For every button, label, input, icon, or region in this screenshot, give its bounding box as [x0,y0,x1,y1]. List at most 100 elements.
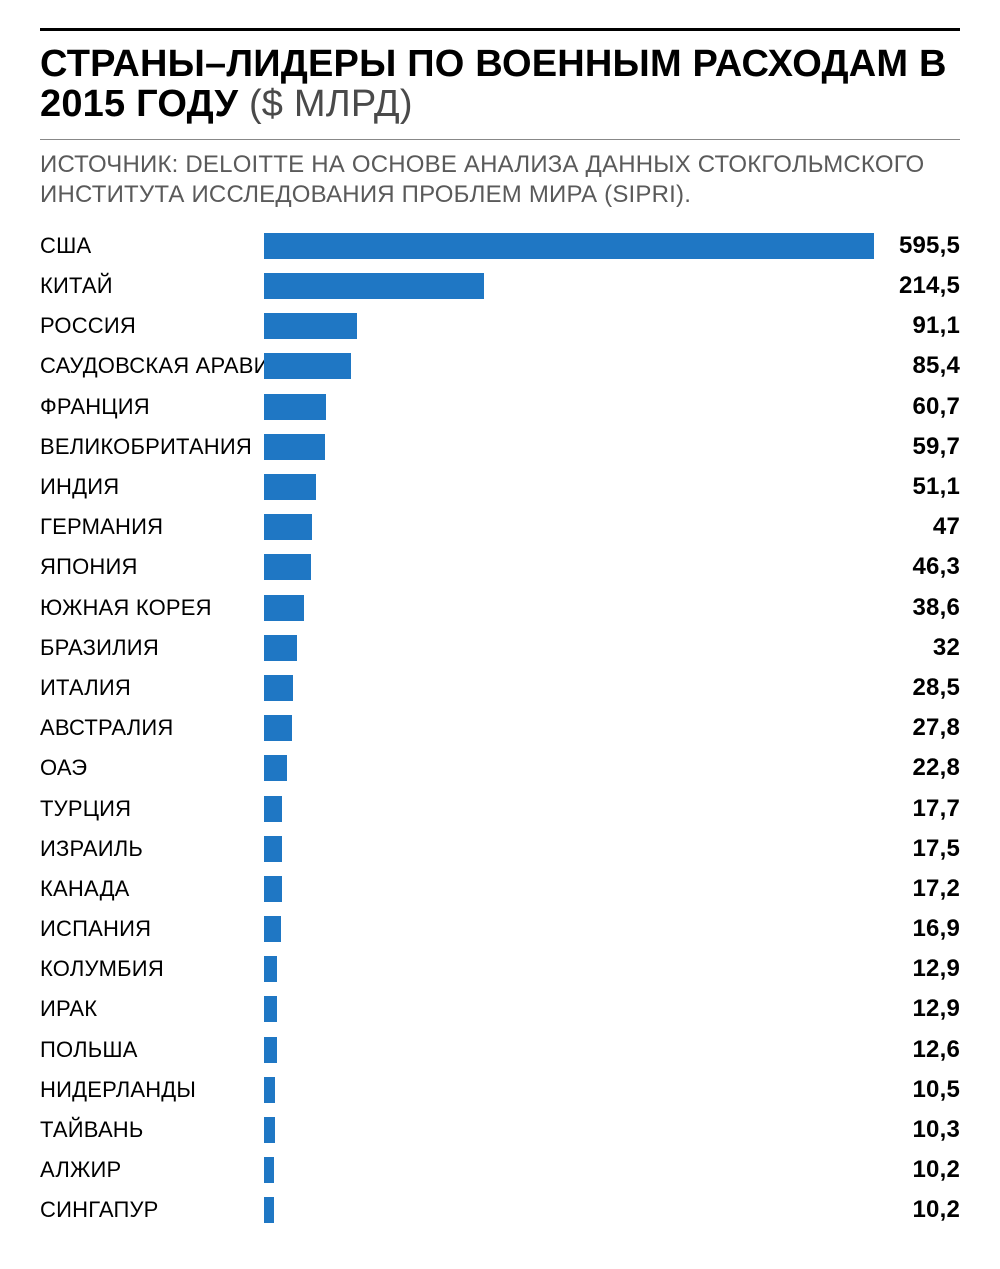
bar-row-value: 17,2 [874,875,960,903]
bar-row: США 595,5 [40,226,960,266]
bar-row-value: 28,5 [874,674,960,702]
bar-row: КОЛУМБИЯ12,9 [40,949,960,989]
bar-row-label: ИСПАНИЯ [40,916,264,942]
bar-row: ИНДИЯ51,1 [40,467,960,507]
bar-row-value: 47 [874,513,960,541]
bar-row-barzone [264,675,874,701]
bar-row-value: 16,9 [874,915,960,943]
bar-row-label: ИТАЛИЯ [40,675,264,701]
bar-row-label: РОССИЯ [40,313,264,339]
bar-row-label: США [40,233,264,259]
bar-row-label: ЮЖНАЯ КОРЕЯ [40,595,264,621]
chart-page: СТРАНЫ–ЛИДЕРЫ ПО ВОЕННЫМ РАСХОДАМ В 2015… [0,0,1000,1269]
bar-row-value: 22,8 [874,754,960,782]
bar-row-label: ВЕЛИКОБРИТАНИЯ [40,434,264,460]
bar-row-bar [264,635,297,661]
bar-row: ИРАК 12,9 [40,989,960,1029]
bar-row-label: ГЕРМАНИЯ [40,514,264,540]
bar-row-label: ИЗРАИЛЬ [40,836,264,862]
bar-row-barzone [264,273,874,299]
bar-row-bar [264,474,316,500]
bar-row-bar [264,1117,275,1143]
bar-row-label: ИНДИЯ [40,474,264,500]
bar-row-barzone [264,514,874,540]
bar-row-barzone [264,996,874,1022]
bar-row-barzone [264,394,874,420]
bar-row: КАНАДА 17,2 [40,869,960,909]
bar-row-bar [264,715,292,741]
bar-row: ИТАЛИЯ 28,5 [40,668,960,708]
bar-row-label: ОАЭ [40,755,264,781]
bar-row-bar [264,956,277,982]
bar-row-barzone [264,1077,874,1103]
bar-row-bar [264,1197,274,1223]
bar-row-value: 10,5 [874,1076,960,1104]
bar-row-label: ФРАНЦИЯ [40,394,264,420]
bar-row-value: 10,2 [874,1156,960,1184]
chart-title-unit: ($ МЛРД) [249,83,413,125]
chart-title: СТРАНЫ–ЛИДЕРЫ ПО ВОЕННЫМ РАСХОДАМ В 2015… [40,45,960,125]
bar-row-bar [264,916,281,942]
bar-row-barzone [264,836,874,862]
bar-row: ГЕРМАНИЯ 47 [40,507,960,547]
bar-row-bar [264,233,874,259]
bar-row-value: 91,1 [874,312,960,340]
bar-row-value: 32 [874,634,960,662]
bar-row: ЮЖНАЯ КОРЕЯ 38,6 [40,587,960,627]
bar-row: РОССИЯ 91,1 [40,306,960,346]
bar-row-label: КАНАДА [40,876,264,902]
bar-row-barzone [264,353,874,379]
bar-row-barzone [264,635,874,661]
bar-row-barzone [264,1157,874,1183]
bar-row-value: 12,9 [874,995,960,1023]
bar-row: ПОЛЬША12,6 [40,1030,960,1070]
bar-row-value: 12,6 [874,1036,960,1064]
bar-row-bar [264,554,311,580]
bar-row-barzone [264,434,874,460]
bar-row-barzone [264,1117,874,1143]
bar-row-label: АВСТРАЛИЯ [40,715,264,741]
bar-row-bar [264,353,351,379]
bar-row-label: КОЛУМБИЯ [40,956,264,982]
bar-row-barzone [264,1037,874,1063]
bar-row-barzone [264,796,874,822]
bar-row-bar [264,434,325,460]
bar-row-label: ТУРЦИЯ [40,796,264,822]
bar-row-label: ИРАК [40,996,264,1022]
bar-row: КИТАЙ 214,5 [40,266,960,306]
bar-row-bar [264,675,293,701]
bar-row-barzone [264,876,874,902]
bar-row: НИДЕРЛАНДЫ10,5 [40,1070,960,1110]
bar-row-value: 17,5 [874,835,960,863]
bar-row: БРАЗИЛИЯ32 [40,628,960,668]
bar-row-bar [264,1077,275,1103]
bar-row: ТАЙВАНЬ 10,3 [40,1110,960,1150]
bar-row-bar [264,836,282,862]
bar-row-bar [264,1037,277,1063]
bar-row: ЯПОНИЯ46,3 [40,547,960,587]
bar-row-value: 38,6 [874,594,960,622]
bar-row: ВЕЛИКОБРИТАНИЯ59,7 [40,427,960,467]
bar-row-label: КИТАЙ [40,273,264,299]
bar-row-bar [264,394,326,420]
bar-row-bar [264,595,304,621]
bar-row-bar [264,755,287,781]
bar-row-bar [264,514,312,540]
bar-row-barzone [264,233,874,259]
bar-row: АВСТРАЛИЯ 27,8 [40,708,960,748]
bar-row-value: 46,3 [874,553,960,581]
bar-row-value: 595,5 [874,232,960,260]
bar-row-value: 17,7 [874,795,960,823]
bar-row: ФРАНЦИЯ60,7 [40,387,960,427]
bar-row: САУДОВСКАЯ АРАВИЯ85,4 [40,346,960,386]
bar-row: ОАЭ 22,8 [40,748,960,788]
bar-row-value: 85,4 [874,352,960,380]
bar-row-value: 214,5 [874,272,960,300]
rule-top [40,28,960,31]
bar-row-bar [264,996,277,1022]
bar-row-label: ТАЙВАНЬ [40,1117,264,1143]
bar-row: СИНГАПУР10,2 [40,1190,960,1230]
bar-chart: США 595,5 КИТАЙ 214,5 РОССИЯ 91,1 САУДОВСКАЯ А… [40,226,960,1231]
bar-row-value: 27,8 [874,714,960,742]
bar-row-value: 10,3 [874,1116,960,1144]
